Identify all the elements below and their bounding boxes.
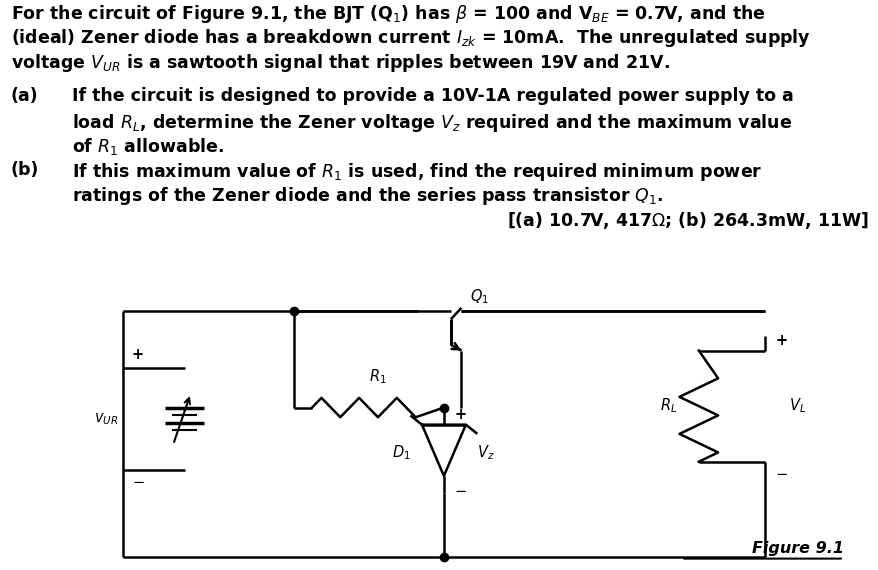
Text: (a): (a) [11,87,38,105]
Text: load $R_L$, determine the Zener voltage $V_z$ required and the maximum value: load $R_L$, determine the Zener voltage … [72,112,791,134]
Text: $Q_1$: $Q_1$ [470,287,489,306]
Text: $-$: $-$ [132,473,145,488]
Text: voltage $V_{UR}$ is a sawtooth signal that ripples between 19V and 21V.: voltage $V_{UR}$ is a sawtooth signal th… [11,52,668,74]
Text: (b): (b) [11,161,39,179]
Text: +: + [454,407,466,422]
Text: $R_L$: $R_L$ [658,397,676,416]
Text: $D_1$: $D_1$ [392,444,410,462]
Text: of $R_1$ allowable.: of $R_1$ allowable. [72,136,224,157]
Text: $-$: $-$ [454,482,467,496]
Text: Figure 9.1: Figure 9.1 [751,541,843,556]
Text: (ideal) Zener diode has a breakdown current $I_{zk}$ = 10mA.  The unregulated su: (ideal) Zener diode has a breakdown curr… [11,27,810,50]
Text: [(a) 10.7V, 417$\Omega$; (b) 264.3mW, 11W]: [(a) 10.7V, 417$\Omega$; (b) 264.3mW, 11… [506,210,867,231]
Text: For the circuit of Figure 9.1, the BJT (Q$_1$) has $\beta$ = 100 and V$_{BE}$ = : For the circuit of Figure 9.1, the BJT (… [11,3,765,25]
Text: +: + [774,333,787,348]
Text: $-$: $-$ [774,465,788,479]
Text: $v_{UR}$: $v_{UR}$ [94,411,119,427]
Text: $R_1$: $R_1$ [369,367,386,386]
Text: ratings of the Zener diode and the series pass transistor $Q_1$.: ratings of the Zener diode and the serie… [72,185,663,207]
Text: $V_L$: $V_L$ [788,397,805,416]
Text: $V_z$: $V_z$ [477,444,494,462]
Text: If the circuit is designed to provide a 10V-1A regulated power supply to a: If the circuit is designed to provide a … [72,87,793,105]
Text: If this maximum value of $R_1$ is used, find the required minimum power: If this maximum value of $R_1$ is used, … [72,161,761,183]
Text: +: + [132,347,144,362]
